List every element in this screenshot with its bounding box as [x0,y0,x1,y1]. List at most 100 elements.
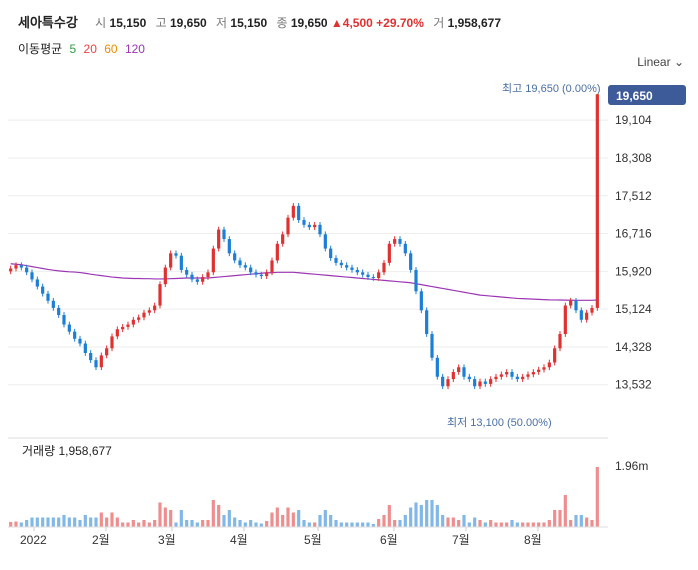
open-label: 시 [95,16,107,30]
volume-bar [57,517,61,527]
volume-bar [414,502,418,527]
volume-bar [110,512,114,527]
volume-bar [121,522,125,527]
candle-body [142,312,146,318]
volume-bar [67,517,71,527]
volume-bar [318,515,322,527]
candle-body [366,274,370,278]
volume-bar [521,522,525,527]
volume-bar [281,515,285,527]
candle-body [350,267,354,270]
candle-body [569,300,573,306]
candle-body [387,243,391,263]
x-tick-label: 5월 [304,533,322,547]
candle-body [323,234,327,249]
volume-label: 거 [433,16,445,30]
volume-bar [435,505,439,527]
candle-body [478,381,482,387]
y-axis-labels: 19,104 18,308 17,512 16,716 15,920 15,124 14,3… [615,113,652,392]
volume-bar [563,495,567,527]
grid-lines [8,119,608,386]
candle-body [499,374,503,377]
ma5-label: 5 [69,42,77,56]
candle-body [473,379,477,387]
volume-bar [569,520,573,527]
volume-bar [558,510,562,527]
candle-body [46,293,50,301]
volume-bar [185,520,189,527]
volume-bar [339,522,343,527]
candle-body [547,362,551,368]
stock-header: 세아특수강 시 15,150 고 19,650 저 15,150 종 19,65… [18,12,501,31]
volume-bar [393,520,397,527]
volume-bar [238,520,242,527]
candle-body [595,94,599,308]
volume-bar [302,520,306,527]
period-high-label: 최고 19,650 (0.00%) [502,82,601,95]
candle-body [297,205,301,221]
candle-body [382,262,386,273]
volume-bar [355,522,359,527]
candle-body [585,312,589,320]
volume-bar [403,515,407,527]
volume-bar [35,517,39,527]
ma120-polyline [10,263,598,301]
candle-body [505,372,509,375]
candle-body [377,272,381,278]
candle-body [446,379,450,387]
candle-body [137,317,141,320]
candle-body [515,376,519,380]
ma120-label: 120 [124,42,145,56]
candle-body [542,367,546,370]
candle-body [435,357,439,377]
candle-body [526,374,530,377]
volume-bar [574,515,578,527]
candle-body [414,269,418,292]
volume-bar [270,512,274,527]
candle-body [51,300,55,308]
candle-body [169,253,173,268]
volume-bar [585,517,589,527]
scale-selector[interactable]: Linear ⌄ [637,55,684,69]
volume-bar [195,522,199,527]
volume-bar [62,515,66,527]
candle-body [83,343,87,354]
volume-bar [94,517,98,527]
high-label: 고 [155,16,167,30]
volume-bar [377,519,381,527]
volume-bar [190,520,194,527]
volume-bar [163,507,167,527]
volume-bar [425,500,429,527]
volume-bar [153,520,157,527]
y-tick-label: 18,308 [615,151,652,165]
candle-body [430,334,434,358]
candle-body [211,248,215,273]
y-tick-label: 19,104 [615,113,652,127]
y-tick-label: 14,328 [615,340,652,354]
volume-bar [473,517,477,527]
candle-body [9,268,13,272]
candle-body [574,300,578,311]
volume-bar [14,521,18,527]
candle-body [25,267,29,273]
candle-body [217,229,221,249]
volume-bar [211,500,215,527]
close-value: 19,650 [290,16,328,30]
change-value: ▲4,500 [330,16,373,30]
candle-body [73,331,77,339]
candle-body [227,239,231,254]
y-tick-label: 13,532 [615,378,652,392]
volume-bar [467,522,471,527]
moving-average-legend: 이동평균 5 20 60 120 [18,40,149,57]
volume-bar [105,517,109,527]
candle-body [531,372,535,375]
candle-body [313,224,317,228]
candle-body [254,272,258,275]
volume-bar [115,517,119,527]
candle-body [201,277,205,282]
candle-body [494,376,498,380]
volume-value: 1,958,677 [447,16,501,30]
volume-title: 거래량 1,958,677 [22,444,112,458]
volume-bar [531,522,535,527]
